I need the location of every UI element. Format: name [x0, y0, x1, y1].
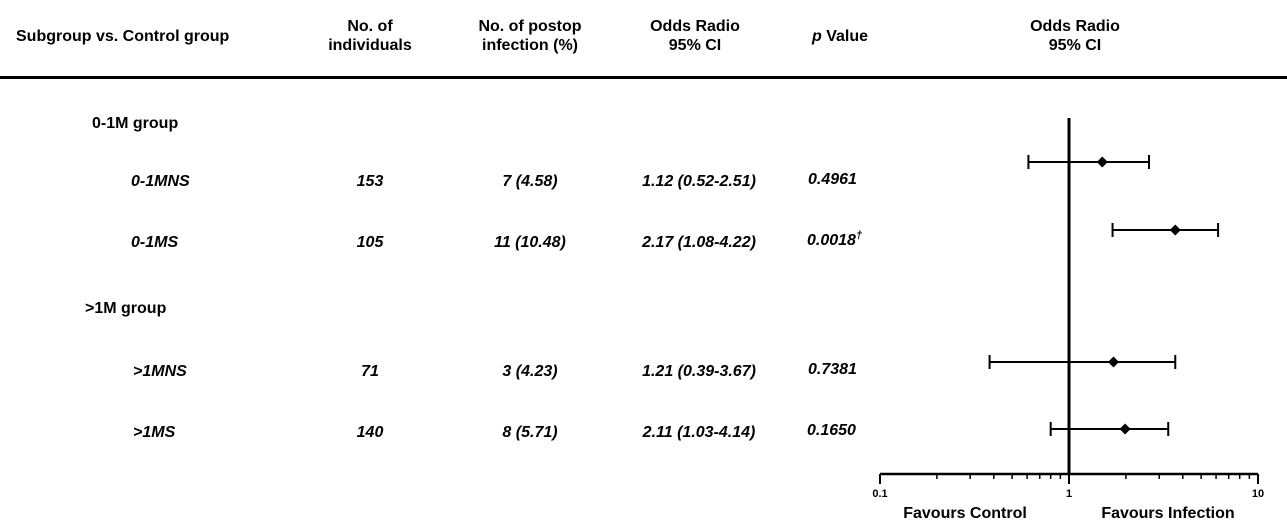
row-infection: 11 (10.48): [494, 234, 566, 251]
header-infection: No. of postop infection (%): [478, 18, 582, 54]
group-label-0-1m: 0-1M group: [92, 115, 179, 132]
header-subgroup: Subgroup vs. Control group: [16, 28, 230, 45]
header-or-ci: Odds Radio 95% CI: [650, 18, 740, 54]
row-p-value: 0.0018†: [807, 229, 863, 251]
x-tick-label: 1: [1066, 488, 1072, 500]
row-individuals: 140: [356, 424, 384, 441]
row-name: >1MS: [133, 424, 176, 441]
header-p-italic: p: [811, 28, 822, 45]
row-name: 0-1MS: [131, 234, 179, 251]
header-rule: [0, 76, 1287, 79]
header-forest-title: Odds Radio 95% CI: [1030, 18, 1120, 54]
row-p-value: 0.4961: [808, 170, 857, 190]
estimate-diamond: [1108, 356, 1120, 368]
row-p-number: 0.1650: [807, 422, 856, 439]
row-individuals: 71: [361, 363, 379, 380]
estimate-diamond: [1096, 156, 1108, 168]
favours-infection-label: Favours Infection: [1101, 505, 1234, 522]
row-infection: 7 (4.58): [502, 173, 558, 190]
row-p-value: 0.1650: [807, 421, 856, 441]
row-or-ci: 1.21 (0.39-3.67): [642, 363, 756, 380]
favours-control-label: Favours Control: [903, 505, 1027, 522]
header-p-rest: Value: [821, 28, 869, 45]
estimate-diamond: [1169, 224, 1181, 236]
row-individuals: 105: [356, 234, 384, 251]
row-infection: 3 (4.23): [502, 363, 558, 380]
x-tick-label: 0.1: [872, 488, 887, 500]
row-p-number: 0.7381: [808, 361, 857, 378]
row-name: 0-1MNS: [131, 173, 190, 190]
estimate-diamond: [1119, 423, 1131, 435]
row-or-ci: 2.11 (1.03-4.14): [642, 424, 756, 441]
row-infection: 8 (5.71): [502, 424, 558, 441]
group-label-1m: >1M group: [85, 300, 167, 317]
row-or-ci: 1.12 (0.52-2.51): [642, 173, 756, 190]
row-p-mark: †: [855, 229, 863, 242]
header-individuals: No. of individuals: [328, 18, 412, 54]
row-or-ci: 2.17 (1.08-4.22): [642, 234, 756, 251]
row-p-number: 0.4961: [808, 171, 857, 188]
row-individuals: 153: [356, 173, 384, 190]
row-p-value: 0.7381: [808, 360, 857, 380]
x-tick-label: 10: [1252, 488, 1264, 500]
row-p-number: 0.0018: [807, 232, 856, 249]
row-name: >1MNS: [133, 363, 187, 380]
header-p-value: p Value: [790, 27, 890, 46]
